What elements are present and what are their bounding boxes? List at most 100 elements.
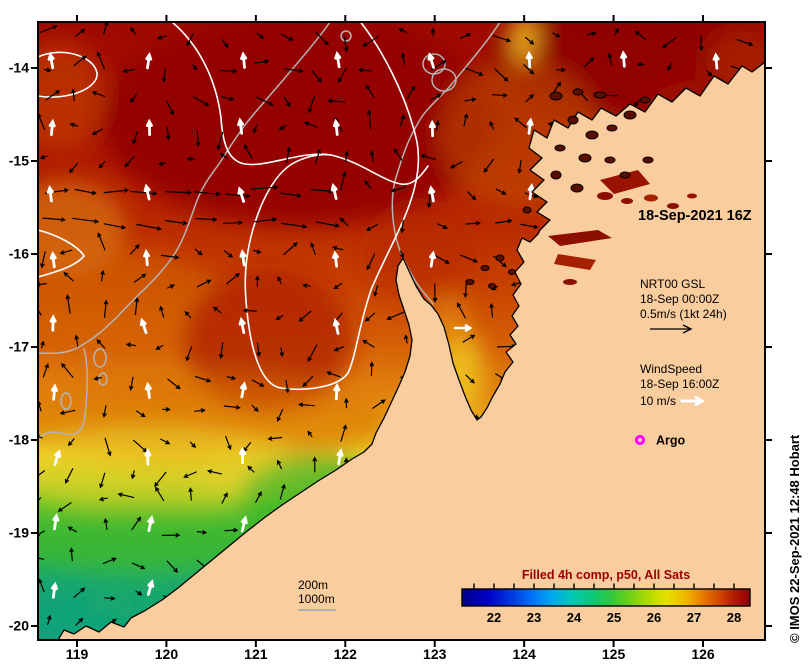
y-axis-ticks [31,67,772,627]
current-arrow [344,397,349,409]
current-arrow [251,404,259,412]
current-arrow [362,36,379,47]
current-arrow [340,424,347,442]
wind-arrow [428,185,436,203]
current-arrow [457,302,466,319]
x-axis-labels: 119 120 121 122 123 124 125 126 [66,646,715,662]
argo-marker [634,434,646,446]
current-arrow [706,70,713,77]
current-arrow [307,430,313,438]
coastal-inlets [548,170,697,285]
current-arrow [525,36,535,45]
current-arrow [333,282,343,290]
current-arrow [47,614,52,625]
current-arrow [196,279,212,288]
current-arrow [280,222,308,229]
land-mass [57,61,765,640]
current-arrow [495,218,513,224]
current-arrow [186,156,196,162]
current-arrow [370,150,375,162]
current-arrow [279,483,286,500]
current-arrow [75,617,84,626]
current-arrow [71,88,76,101]
current-arrow [365,84,375,99]
current-arrow [256,342,261,358]
current-arrow [495,188,507,195]
current-arrow [194,248,203,256]
current-arrow [338,67,347,84]
current-arrow [103,22,109,35]
wind-arrow [336,448,344,466]
current-arrow [365,223,378,231]
current-arrow [99,472,106,489]
current-arrow [420,154,436,160]
current-arrow [462,334,476,343]
current-arrow [136,410,146,418]
current-arrow [194,191,222,197]
current-arrow [226,375,237,381]
current-arrow [103,223,127,230]
wind-scale-arrow [680,396,705,406]
current-arrow [98,161,106,169]
current-arrow [393,148,403,161]
wind-arrow [239,249,247,267]
current-arrow [129,376,134,391]
argo-marker-center [638,438,642,442]
current-arrow [156,35,167,40]
current-arrow [465,374,475,384]
current-arrow [364,312,376,322]
wind-arrow [330,182,338,200]
current-arrow [104,596,116,601]
current-arrow [327,98,346,104]
current-arrow [91,128,103,135]
current-arrow [224,528,239,533]
wind-arrow [144,448,152,466]
wind-arrow [143,183,151,201]
current-arrow [59,409,76,415]
current-arrow [189,441,197,449]
wind-arrow [332,118,340,136]
current-arrow [133,273,147,283]
current-arrow [634,30,647,40]
current-arrow [166,126,171,141]
current-arrow [276,459,283,470]
current-arrow [188,487,193,501]
current-arrow [166,560,179,573]
wind-arrow [46,185,54,203]
colorbar-tick-label: 26 [647,610,661,625]
current-arrow [124,156,135,168]
current-arrow [165,190,192,195]
current-arrow [362,339,375,348]
current-arrow [186,33,194,47]
wind-arrow [620,50,628,68]
current-arrow [280,33,294,41]
current-arrow [254,59,270,64]
current-arrow [74,334,79,347]
current-arrow [225,193,251,199]
wind-arrow [237,186,245,203]
depth-contour-legend: 200m 1000m [298,578,336,611]
current-arrow [256,32,265,39]
current-arrow [278,125,287,130]
current-arrow [224,405,241,410]
current-arrow [224,250,233,258]
current-arrow [614,27,619,36]
current-arrow [40,340,45,349]
current-arrow [103,517,109,530]
gsl-legend-title: NRT00 GSL [640,277,705,291]
x-tick-label: 120 [155,646,179,662]
current-arrow [194,376,212,383]
current-arrow [326,371,341,378]
current-arrow [38,303,42,316]
current-arrow [339,217,349,226]
wind-arrow [50,383,58,401]
current-arrow [768,494,775,497]
wind-arrow [147,514,155,532]
current-arrow [67,526,77,533]
current-arrow [219,342,224,360]
current-arrow [279,192,302,198]
wind-arrow [240,381,247,399]
current-arrow [167,284,176,289]
current-arrow [117,492,135,498]
colorbar: Filled 4h comp, p50, All Sats 22 23 24 25 26… [461,568,751,625]
